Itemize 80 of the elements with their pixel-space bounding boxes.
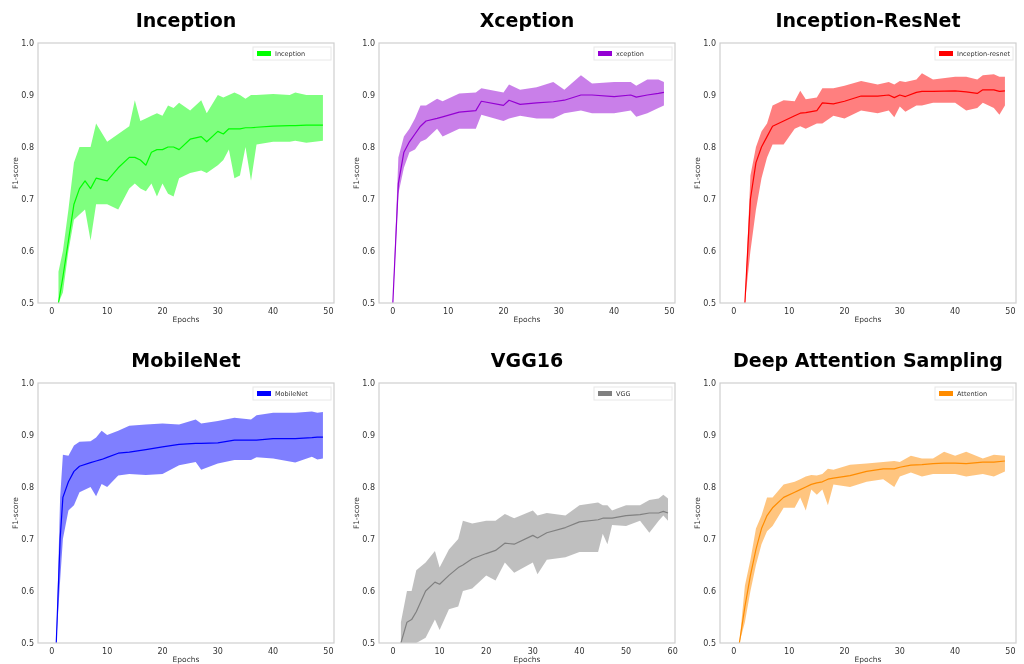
x-tick-label: 40 xyxy=(268,647,279,656)
y-tick-label: 1.0 xyxy=(21,379,34,388)
y-tick-label: 0.5 xyxy=(362,639,375,648)
y-tick-label: 0.8 xyxy=(21,483,34,492)
y-tick-label: 0.9 xyxy=(362,91,375,100)
y-tick-label: 0.9 xyxy=(21,91,34,100)
x-tick-label: 20 xyxy=(498,307,509,316)
y-tick-label: 0.9 xyxy=(21,431,34,440)
x-tick-label: 10 xyxy=(443,307,454,316)
y-tick-label: 0.6 xyxy=(21,587,34,596)
x-tick-label: 40 xyxy=(950,307,961,316)
y-tick-label: 0.8 xyxy=(703,483,716,492)
x-tick-label: 20 xyxy=(839,307,850,316)
y-tick-label: 1.0 xyxy=(21,39,34,48)
chart-title: Inception-ResNet xyxy=(775,9,961,31)
y-tick-label: 1.0 xyxy=(362,379,375,388)
y-tick-label: 0.8 xyxy=(362,143,375,152)
x-tick-label: 50 xyxy=(664,307,675,316)
x-tick-label: 50 xyxy=(323,307,334,316)
y-tick-label: 0.8 xyxy=(703,143,716,152)
y-tick-label: 0.6 xyxy=(362,247,375,256)
y-tick-label: 0.7 xyxy=(21,195,34,204)
y-tick-label: 0.5 xyxy=(703,639,716,648)
x-tick-label: 50 xyxy=(620,647,632,656)
y-tick-label: 0.5 xyxy=(21,299,34,308)
x-tick-label: 30 xyxy=(212,307,223,316)
x-tick-label: 30 xyxy=(553,307,564,316)
chart-title: Deep Attention Sampling xyxy=(733,349,1003,371)
y-tick-label: 0.5 xyxy=(21,639,34,648)
x-tick-label: 10 xyxy=(784,307,795,316)
x-tick-label: 0 xyxy=(731,307,737,316)
chart-title: Inception xyxy=(135,9,237,31)
y-tick-label: 0.7 xyxy=(703,535,716,544)
y-tick-label: 0.7 xyxy=(362,195,375,204)
y-tick-label: 0.6 xyxy=(362,587,375,596)
x-tick-label: 20 xyxy=(839,647,850,656)
x-tick-label: 30 xyxy=(894,307,905,316)
x-tick-label: 10 xyxy=(102,307,113,316)
y-tick-label: 1.0 xyxy=(362,39,375,48)
y-tick-label: 0.9 xyxy=(703,431,716,440)
x-tick-label: 0 xyxy=(390,307,396,316)
x-tick-label: 20 xyxy=(481,647,492,656)
x-tick-label: 10 xyxy=(434,647,445,656)
x-tick-label: 60 xyxy=(667,647,678,656)
chart-title: Xception xyxy=(479,9,575,31)
y-tick-label: 0.7 xyxy=(21,535,34,544)
x-tick-label: 20 xyxy=(157,647,168,656)
y-tick-label: 0.5 xyxy=(362,299,375,308)
x-tick-label: 40 xyxy=(609,307,620,316)
x-tick-label: 10 xyxy=(784,647,795,656)
x-tick-label: 0 xyxy=(49,647,55,656)
x-tick-label: 30 xyxy=(527,647,538,656)
x-tick-label: 20 xyxy=(157,307,168,316)
y-tick-label: 0.6 xyxy=(703,587,716,596)
y-tick-label: 0.6 xyxy=(703,247,716,256)
y-tick-label: 1.0 xyxy=(703,379,716,388)
y-tick-label: 0.7 xyxy=(362,535,375,544)
x-tick-label: 50 xyxy=(1005,307,1016,316)
x-tick-label: 30 xyxy=(212,647,223,656)
line-series xyxy=(57,124,324,303)
x-tick-label: 40 xyxy=(950,647,961,656)
chart-title: MobileNet xyxy=(131,349,241,371)
y-tick-label: 0.8 xyxy=(362,483,375,492)
y-tick-label: 0.8 xyxy=(21,143,34,152)
x-tick-label: 50 xyxy=(323,647,334,656)
y-tick-label: 1.0 xyxy=(703,39,716,48)
x-tick-label: 0 xyxy=(731,647,737,656)
chart-title: VGG16 xyxy=(490,349,564,371)
x-tick-label: 0 xyxy=(390,647,396,656)
x-tick-label: 10 xyxy=(102,647,113,656)
x-tick-label: 30 xyxy=(894,647,905,656)
x-tick-label: 40 xyxy=(574,647,585,656)
x-tick-label: 0 xyxy=(49,307,55,316)
y-tick-label: 0.9 xyxy=(703,91,716,100)
y-tick-label: 0.7 xyxy=(703,195,716,204)
y-tick-label: 0.9 xyxy=(362,431,375,440)
x-tick-label: 50 xyxy=(1005,647,1016,656)
x-tick-label: 40 xyxy=(268,307,279,316)
y-tick-label: 0.5 xyxy=(703,299,716,308)
y-tick-label: 0.6 xyxy=(21,247,34,256)
